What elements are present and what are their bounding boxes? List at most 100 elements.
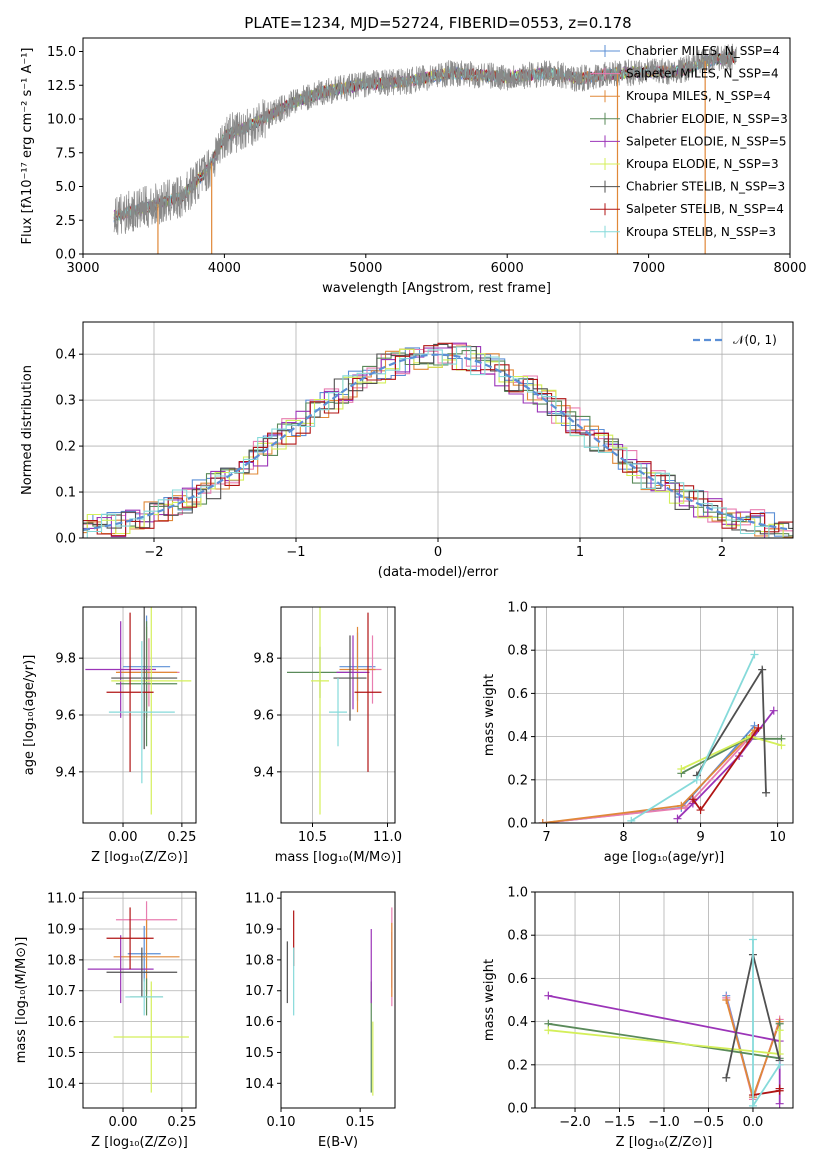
y-tick-label: 9.8 bbox=[55, 652, 76, 667]
y-tick-label: 0.4 bbox=[507, 1015, 528, 1030]
y-tick-label: 10.4 bbox=[47, 1077, 76, 1092]
x-axis-label: (data-model)/error bbox=[378, 565, 499, 580]
residual-histogram bbox=[83, 342, 793, 538]
y-tick-label: 2.5 bbox=[55, 214, 76, 229]
y-tick-label: 9.6 bbox=[253, 709, 274, 724]
x-axis-label: Z [log₁₀(Z/Z⊙)] bbox=[91, 1135, 188, 1150]
y-tick-label: 0.0 bbox=[55, 532, 76, 547]
x-tick-label: 3000 bbox=[66, 261, 99, 276]
y-tick-label: 10.0 bbox=[47, 113, 76, 128]
panel-mass-weight-vs-Z: −2.0 −1.5 −1.0 −0.5 0.0 0.0 0.2 0.4 0.6 0.8 1.0 Z [… bbox=[482, 886, 794, 1150]
panel-mass-vs-Z: 0.00 0.25 10.4 10.5 10.6 10.7 10.8 10.9 11.0 Z [l… bbox=[14, 891, 197, 1150]
y-tick-label: 10.7 bbox=[47, 984, 76, 999]
y-axis-label: mass weight bbox=[482, 674, 497, 756]
x-tick-label: 6000 bbox=[491, 261, 524, 276]
axes-frame bbox=[534, 891, 794, 1109]
x-axis-label: mass [log₁₀(M/M⊙)] bbox=[275, 850, 402, 865]
y-axis-label: Flux [fλ10⁻¹⁷ erg cm⁻² s⁻¹ A⁻¹] bbox=[20, 48, 35, 245]
y-tick-label: 0.0 bbox=[55, 248, 76, 263]
y-tick-label: 7.5 bbox=[55, 146, 76, 161]
data-point-marker bbox=[688, 795, 697, 804]
legend-entry: Salpeter STELIB, N_SSP=4 bbox=[626, 202, 784, 216]
x-tick-label: 5000 bbox=[349, 261, 382, 276]
residual-histogram bbox=[83, 350, 793, 537]
panel-mass-vs-EBV: 0.10 0.15 10.4 10.5 10.6 10.7 10.8 10.9 11.0 E(B-… bbox=[245, 891, 396, 1150]
plot-area bbox=[287, 607, 382, 815]
y-tick-label: 15.0 bbox=[47, 45, 76, 60]
y-tick-label: 11.0 bbox=[245, 892, 274, 907]
y-tick-label: 9.8 bbox=[253, 652, 274, 667]
y-tick-label: 1.0 bbox=[507, 601, 528, 616]
x-tick-label: 7000 bbox=[632, 261, 665, 276]
data-point-marker bbox=[775, 1099, 784, 1108]
x-tick-label: 0 bbox=[434, 545, 442, 560]
y-tick-label: 10.6 bbox=[245, 1015, 274, 1030]
panel-age-vs-mass: 10.5 11.0 9.4 9.6 9.8 mass [log₁₀(M/M⊙)] bbox=[253, 606, 402, 865]
legend-entry: 𝒩(0, 1) bbox=[733, 333, 777, 347]
data-point-marker bbox=[754, 723, 763, 732]
data-point-marker bbox=[544, 991, 553, 1000]
y-tick-label: 10.4 bbox=[245, 1077, 274, 1092]
y-tick-label: 0.6 bbox=[507, 687, 528, 702]
x-tick-label: 0.15 bbox=[346, 1115, 375, 1130]
data-point-marker bbox=[677, 765, 686, 773]
panel-residuals: −2 −1 0 1 2 0.0 0.1 0.2 0.3 0.4 (data-model)/error… bbox=[20, 321, 794, 580]
y-tick-label: 10.9 bbox=[245, 923, 274, 938]
plot-area bbox=[544, 935, 784, 1108]
data-point-marker bbox=[673, 814, 682, 823]
x-tick-label: 0.00 bbox=[109, 1115, 138, 1130]
mass-weight-line bbox=[680, 737, 782, 775]
x-axis-label: E(B-V) bbox=[318, 1135, 358, 1150]
data-point-marker bbox=[758, 665, 767, 674]
data-point-marker bbox=[775, 1084, 784, 1093]
legend-entry: Chabrier ELODIE, N_SSP=3 bbox=[626, 112, 788, 126]
x-tick-label: 1 bbox=[576, 545, 584, 560]
data-point-marker bbox=[692, 775, 701, 784]
y-tick-label: 10.8 bbox=[47, 953, 76, 968]
x-tick-label: 11.0 bbox=[373, 830, 402, 845]
x-axis-label: wavelength [Angstrom, rest frame] bbox=[322, 281, 551, 296]
y-tick-label: 10.7 bbox=[245, 984, 274, 999]
y-tick-label: 0.0 bbox=[507, 1102, 528, 1117]
x-tick-label: 0.25 bbox=[167, 830, 196, 845]
data-point-marker bbox=[748, 1101, 757, 1108]
axes-frame bbox=[280, 891, 396, 1109]
x-tick-label: 7 bbox=[542, 830, 550, 845]
x-tick-label: 0.0 bbox=[743, 1115, 764, 1130]
y-tick-label: 0.6 bbox=[507, 972, 528, 987]
x-tick-label: 4000 bbox=[208, 261, 241, 276]
y-tick-label: 5.0 bbox=[55, 180, 76, 195]
y-tick-label: 0.2 bbox=[507, 1058, 528, 1073]
legend-entry: Kroupa STELIB, N_SSP=3 bbox=[626, 225, 776, 239]
data-point-marker bbox=[722, 1073, 731, 1082]
residual-histogram bbox=[83, 345, 793, 538]
y-tick-label: 0.2 bbox=[55, 440, 76, 455]
data-point-marker bbox=[750, 650, 759, 659]
data-point-marker bbox=[544, 1026, 553, 1035]
x-tick-label: 10.5 bbox=[298, 830, 327, 845]
residual-histogram bbox=[83, 342, 793, 537]
x-tick-label: −2 bbox=[144, 545, 163, 560]
figure-title: PLATE=1234, MJD=52724, FIBERID=0553, z=0… bbox=[244, 14, 631, 32]
x-tick-label: −0.5 bbox=[693, 1115, 725, 1130]
axes-frame bbox=[82, 321, 794, 539]
residual-histogram bbox=[83, 347, 793, 538]
plot-area bbox=[83, 342, 793, 538]
data-point-marker bbox=[627, 816, 636, 823]
mass-weight-line bbox=[548, 994, 781, 1104]
x-axis-label: Z [log₁₀(Z/Z⊙)] bbox=[616, 1135, 713, 1150]
plot-area bbox=[286, 907, 393, 1096]
mass-weight-line bbox=[752, 939, 781, 1108]
y-tick-label: 10.5 bbox=[245, 1046, 274, 1061]
x-tick-label: 9 bbox=[696, 830, 704, 845]
panel-spectrum: 3000 4000 5000 6000 7000 8000 0.0 2.5 5.0 7.5 10.0… bbox=[20, 37, 807, 296]
data-point-marker bbox=[696, 806, 705, 815]
data-point-marker bbox=[762, 788, 771, 797]
legend: Chabrier MILES, N_SSP=4 Salpeter MILES, N… bbox=[590, 44, 788, 239]
plot-area bbox=[85, 607, 192, 815]
legend-entry: Salpeter MILES, N_SSP=4 bbox=[626, 67, 779, 81]
x-tick-label: 8000 bbox=[773, 261, 806, 276]
mass-weight-line bbox=[542, 725, 756, 823]
y-axis-label: Normed distribution bbox=[20, 365, 35, 495]
